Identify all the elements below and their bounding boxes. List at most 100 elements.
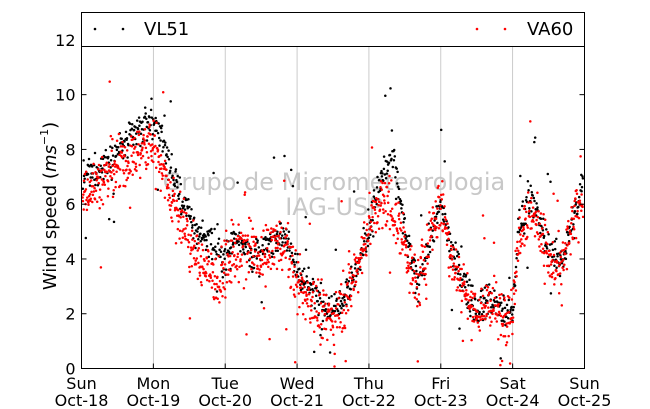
data-point-va60 <box>331 325 335 329</box>
data-point-vl51 <box>93 151 97 155</box>
data-point-vl51 <box>533 136 537 139</box>
data-point-vl51 <box>190 208 193 211</box>
data-point-vl51 <box>219 250 223 254</box>
data-point-va60 <box>575 192 579 195</box>
data-point-va60 <box>429 227 433 231</box>
data-point-vl51 <box>190 220 193 224</box>
data-point-vl51 <box>352 190 356 193</box>
data-point-va60 <box>484 284 488 288</box>
data-point-va60 <box>439 193 443 197</box>
data-point-va60 <box>405 266 409 270</box>
data-point-vl51 <box>291 258 295 262</box>
data-point-vl51 <box>483 296 486 300</box>
data-point-vl51 <box>452 248 456 251</box>
data-point-va60 <box>269 231 272 234</box>
data-point-va60 <box>137 133 141 137</box>
data-point-vl51 <box>162 139 166 142</box>
data-point-va60 <box>487 306 490 309</box>
data-point-va60 <box>107 165 111 168</box>
data-point-va60 <box>315 310 318 313</box>
data-point-va60 <box>240 253 244 256</box>
data-point-va60 <box>424 267 427 270</box>
data-point-va60 <box>521 242 524 245</box>
data-point-vl51 <box>252 266 256 270</box>
data-point-vl51 <box>197 238 200 241</box>
data-point-va60 <box>293 361 297 364</box>
data-point-va60 <box>520 238 523 241</box>
data-point-va60 <box>507 311 511 314</box>
data-point-vl51 <box>457 263 461 267</box>
data-point-vl51 <box>287 237 290 241</box>
data-point-vl51 <box>183 208 187 211</box>
data-point-va60 <box>222 286 225 289</box>
data-point-va60 <box>406 261 409 264</box>
data-point-vl51 <box>359 268 362 271</box>
data-point-va60 <box>230 239 234 242</box>
data-point-va60 <box>463 280 466 283</box>
data-point-vl51 <box>120 137 123 140</box>
x-tick-label-date: Oct-18 <box>55 391 109 409</box>
data-point-va60 <box>442 222 446 226</box>
data-point-va60 <box>320 309 324 313</box>
data-point-va60 <box>335 325 339 329</box>
data-point-va60 <box>509 320 512 324</box>
data-point-va60 <box>399 252 402 255</box>
data-point-va60 <box>455 289 458 292</box>
data-point-vl51 <box>493 289 496 292</box>
data-point-vl51 <box>84 236 88 240</box>
data-point-va60 <box>221 261 225 264</box>
data-point-va60 <box>447 237 450 241</box>
data-point-va60 <box>518 240 522 243</box>
data-point-va60 <box>197 261 200 265</box>
data-point-va60 <box>192 219 195 222</box>
data-point-vl51 <box>228 252 231 255</box>
data-point-va60 <box>418 303 422 307</box>
data-point-vl51 <box>439 200 442 204</box>
data-point-vl51 <box>581 177 585 180</box>
data-point-va60 <box>483 236 486 240</box>
data-point-vl51 <box>223 247 227 251</box>
data-point-va60 <box>203 259 206 262</box>
data-point-va60 <box>293 295 297 298</box>
data-point-va60 <box>225 281 229 284</box>
data-point-va60 <box>533 214 536 218</box>
data-point-va60 <box>557 291 561 295</box>
data-point-va60 <box>347 263 350 266</box>
data-point-va60 <box>239 258 242 261</box>
data-point-va60 <box>113 160 117 163</box>
data-point-vl51 <box>137 116 141 119</box>
data-point-va60 <box>536 191 539 194</box>
data-point-va60 <box>571 209 574 213</box>
data-point-va60 <box>255 271 258 274</box>
data-point-vl51 <box>221 276 225 279</box>
data-point-va60 <box>561 266 564 269</box>
data-point-va60 <box>352 288 355 292</box>
data-point-vl51 <box>163 114 166 117</box>
data-point-va60 <box>296 312 299 316</box>
data-point-vl51 <box>407 234 411 238</box>
data-point-va60 <box>312 281 315 284</box>
data-point-va60 <box>471 315 475 319</box>
data-point-va60 <box>318 292 322 296</box>
data-point-vl51 <box>410 259 414 262</box>
data-point-vl51 <box>503 320 506 323</box>
data-point-vl51 <box>405 235 409 238</box>
data-point-vl51 <box>145 139 149 142</box>
data-point-va60 <box>171 219 174 223</box>
data-point-va60 <box>130 154 133 158</box>
data-point-va60 <box>454 248 458 251</box>
data-point-va60 <box>245 260 249 264</box>
data-point-va60 <box>504 312 507 316</box>
data-point-vl51 <box>493 300 497 303</box>
data-point-va60 <box>382 211 385 215</box>
data-point-va60 <box>159 189 162 192</box>
data-point-va60 <box>285 234 289 237</box>
data-point-vl51 <box>462 272 466 276</box>
data-point-vl51 <box>545 247 549 250</box>
data-point-vl51 <box>164 141 167 144</box>
data-point-vl51 <box>157 122 160 125</box>
data-point-va60 <box>336 314 340 317</box>
data-point-va60 <box>441 229 445 233</box>
data-point-va60 <box>508 296 511 299</box>
data-point-va60 <box>515 270 518 273</box>
